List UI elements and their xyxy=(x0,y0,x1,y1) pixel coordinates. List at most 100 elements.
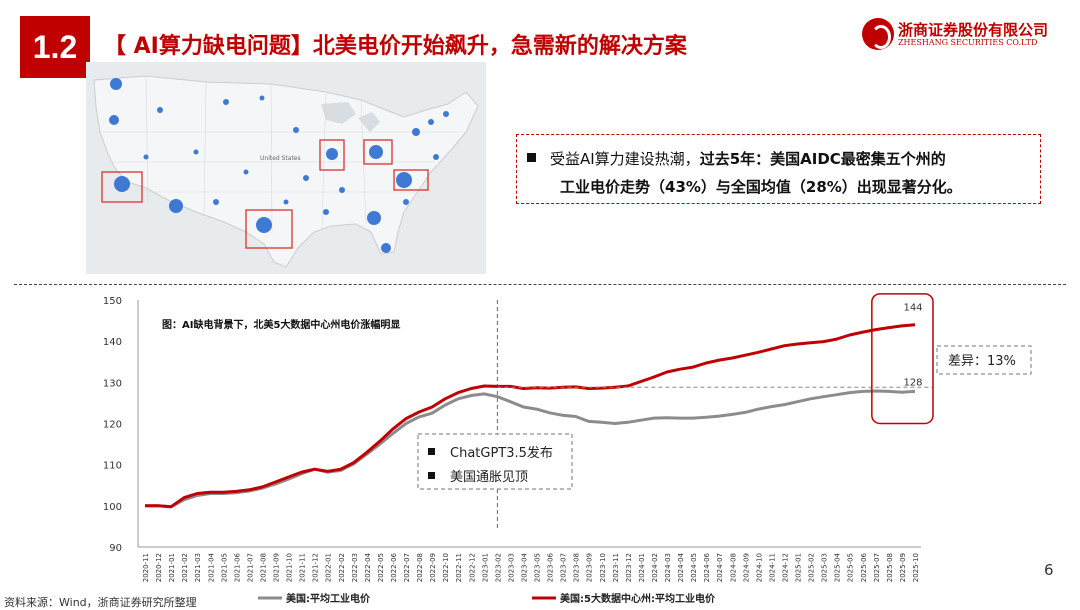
x-tick-label: 2022-02 xyxy=(338,553,346,582)
y-tick-label: 130 xyxy=(103,378,122,389)
x-tick-label: 2023-04 xyxy=(520,552,528,582)
x-tick-label: 2024-07 xyxy=(716,553,724,582)
x-tick-label: 2024-12 xyxy=(781,553,789,582)
x-tick-label: 2025-08 xyxy=(886,553,894,582)
x-tick-label: 2025-02 xyxy=(808,553,816,582)
x-tick-label: 2022-01 xyxy=(325,553,333,582)
event-bullet-icon xyxy=(428,448,435,455)
logo-company-name: 浙商证券股份有限公司 xyxy=(898,21,1049,39)
callout-line-1: 受益AI算力建设热潮，过去5年：美国AIDC最密集五个州的 xyxy=(527,145,1028,173)
us-datacenter-map: United States xyxy=(86,62,486,274)
x-tick-label: 2024-01 xyxy=(638,553,646,582)
x-tick-label: 2021-07 xyxy=(246,553,254,582)
y-tick-label: 150 xyxy=(103,296,122,307)
page-title: 【 AI算力缺电问题】北美电价开始飙升，急需新的解决方案 xyxy=(104,34,687,59)
logo-company-english: ZHESHANG SECURITIES CO.LTD xyxy=(898,38,1038,47)
event-label-chatgpt: ChatGPT3.5发布 xyxy=(450,445,553,461)
event-label-inflation: 美国通胀见顶 xyxy=(450,470,528,485)
x-tick-label: 2021-10 xyxy=(286,553,294,582)
x-tick-label: 2021-04 xyxy=(207,552,215,582)
x-tick-label: 2022-04 xyxy=(364,552,372,582)
x-tick-label: 2020-11 xyxy=(142,553,150,582)
x-tick-label: 2021-08 xyxy=(259,553,267,582)
map-state-borders xyxy=(100,75,466,235)
x-tick-label: 2023-05 xyxy=(534,553,542,582)
x-tick-label: 2023-08 xyxy=(573,553,581,582)
y-tick-label: 100 xyxy=(103,502,122,513)
x-tick-label: 2021-06 xyxy=(233,552,241,582)
x-tick-label: 2025-04 xyxy=(834,552,842,582)
x-tick-label: 2024-08 xyxy=(729,553,737,582)
x-tick-label: 2021-01 xyxy=(168,553,176,582)
us-map-graphic: United States xyxy=(86,62,486,274)
x-tick-label: 2024-11 xyxy=(768,553,776,582)
x-tick-label: 2022-07 xyxy=(403,553,411,582)
event-annotation-box xyxy=(417,433,573,490)
x-tick-label: 2025-03 xyxy=(821,553,829,582)
y-tick-label: 110 xyxy=(103,461,122,472)
end-label-gray: 128 xyxy=(903,377,922,388)
legend-label-us-average: 美国:平均工业电价 xyxy=(286,592,371,605)
x-tick-label: 2021-02 xyxy=(181,553,189,582)
highlight-box-illinois xyxy=(319,139,345,171)
x-tick-label: 2025-07 xyxy=(873,553,881,582)
y-tick-label: 120 xyxy=(103,420,122,431)
x-tick-label: 2022-06 xyxy=(390,552,398,582)
end-highlight-box xyxy=(871,293,934,425)
electricity-price-chart: 90 100 110 120 130 140 150 2020-11 2020-12 2021-0… xyxy=(103,293,1032,605)
x-tick-label: 2022-03 xyxy=(351,553,359,582)
x-tick-label: 2025-05 xyxy=(847,553,855,582)
x-tick-label: 2024-10 xyxy=(755,553,763,582)
x-tick-label: 2022-12 xyxy=(468,553,476,582)
x-tick-label: 2022-08 xyxy=(416,553,424,582)
highlight-box-ohio xyxy=(363,139,393,165)
end-label-red: 144 xyxy=(903,303,922,314)
callout-line-2: 工业电价走势（43%）与全国均值（28%）出现显著分化。 xyxy=(560,178,962,196)
x-tick-label: 2021-09 xyxy=(273,553,281,582)
x-tick-label: 2024-04 xyxy=(677,552,685,582)
x-tick-label: 2024-02 xyxy=(651,553,659,582)
series-line-top5-states xyxy=(145,323,916,509)
callout-prefix: 受益AI算力建设热潮， xyxy=(550,150,700,168)
highlight-box-virginia xyxy=(393,169,429,191)
x-tick-label: 2020-12 xyxy=(155,553,163,582)
company-logo: 浙商证券股份有限公司 ZHESHANG SECURITIES CO.LTD xyxy=(862,18,1062,52)
x-tick-label: 2021-12 xyxy=(312,553,320,582)
x-tick-label: 2023-09 xyxy=(586,553,594,582)
chart-title: 图：AI缺电背景下，北美5大数据中心州电价涨幅明显 xyxy=(162,318,400,331)
event-bullet-icon xyxy=(428,472,435,479)
x-tick-label: 2022-10 xyxy=(442,553,450,582)
x-tick-label: 2023-12 xyxy=(625,553,633,582)
highlight-box-arizona xyxy=(101,171,143,203)
x-tick-label: 2021-03 xyxy=(194,553,202,582)
legend-label-top5-states: 美国:5大数据中心州:平均工业电价 xyxy=(560,592,716,605)
square-bullet-icon xyxy=(527,153,536,162)
source-note: 资料来源：Wind，浙商证券研究所整理 xyxy=(4,596,197,609)
key-finding-callout: 受益AI算力建设热潮，过去5年：美国AIDC最密集五个州的 工业电价走势（43%… xyxy=(516,134,1041,204)
x-tick-label: 2022-05 xyxy=(377,553,385,582)
x-tick-label: 2023-07 xyxy=(560,553,568,582)
y-tick-label: 140 xyxy=(103,337,122,348)
x-tick-label: 2025-10 xyxy=(912,553,920,582)
difference-label: 差异：13% xyxy=(948,354,1016,369)
x-tick-label: 2021-11 xyxy=(299,553,307,582)
callout-bold-1: 过去5年：美国AIDC最密集五个州的 xyxy=(699,150,946,168)
map-bubbles xyxy=(109,78,449,253)
x-tick-label: 2023-06 xyxy=(547,552,555,582)
x-tick-label: 2025-06 xyxy=(860,552,868,582)
x-tick-label: 2024-05 xyxy=(690,553,698,582)
section-number-badge: 1.2 xyxy=(20,16,90,78)
map-country-label: United States xyxy=(260,155,301,162)
difference-annotation-box xyxy=(936,345,1032,375)
x-tick-label: 2023-10 xyxy=(599,553,607,582)
x-tick-label: 2022-11 xyxy=(455,553,463,582)
map-highlight-boxes xyxy=(101,139,429,249)
x-tick-label: 2021-05 xyxy=(220,553,228,582)
series-line-us-average xyxy=(145,389,916,509)
section-divider xyxy=(14,284,1066,285)
x-tick-label: 2023-01 xyxy=(481,553,489,582)
x-tick-label: 2023-11 xyxy=(612,553,620,582)
highlight-box-texas xyxy=(245,209,293,249)
map-lakes xyxy=(321,102,380,132)
y-tick-label: 90 xyxy=(109,543,122,554)
